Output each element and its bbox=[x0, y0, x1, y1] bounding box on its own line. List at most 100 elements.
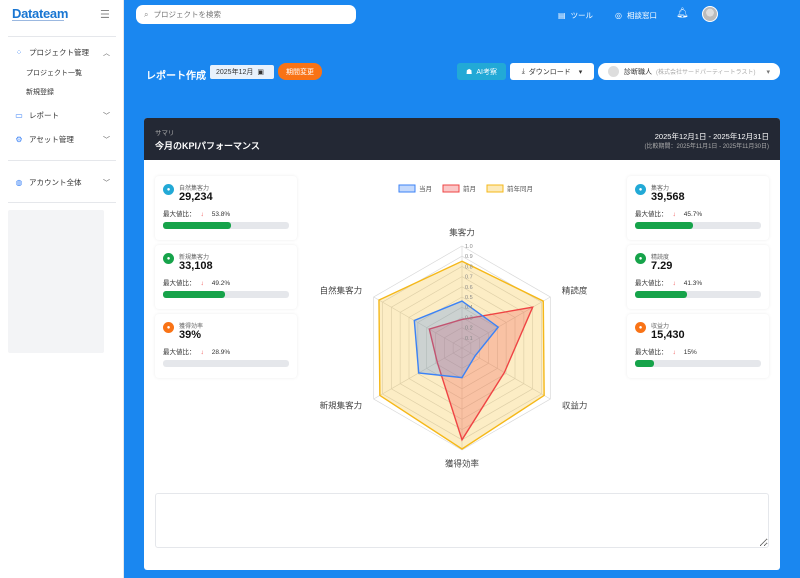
search-input[interactable] bbox=[153, 10, 334, 19]
compare-value: 15% bbox=[683, 349, 697, 356]
metric-value: 39% bbox=[179, 329, 202, 341]
compare-label: 最大値比： bbox=[635, 211, 668, 218]
radar-axis-label: 新規集客力 bbox=[320, 401, 363, 411]
metric-compare: 最大値比： ↓ 15% bbox=[635, 346, 697, 356]
robot-icon: ☗ bbox=[466, 68, 473, 76]
legend-label: 前年同月 bbox=[507, 184, 533, 193]
metric-compare: 最大値比： ↓ 49.2% bbox=[163, 277, 230, 287]
radar-tick-label: 1.0 bbox=[465, 244, 473, 250]
tools-menu[interactable]: ▤ ツール bbox=[558, 10, 593, 21]
radar-series-1 bbox=[428, 306, 534, 442]
radar-chart: 0.1 0.2 0.3 0.4 0.5 0.6 0.7 0.8 0.9 1.0 集客力 精読度 収益力獲… bbox=[314, 172, 610, 490]
sidebar-item-new-register[interactable]: 新規登録 bbox=[26, 89, 54, 96]
arrow-down-icon: ↓ bbox=[672, 211, 676, 218]
trophy-icon: ● bbox=[635, 322, 646, 333]
radar-series-2 bbox=[378, 260, 545, 450]
metric-card: ● 集客力 39,568 最大値比： ↓ 45.7% bbox=[627, 176, 769, 240]
sidebar-item-label: レポート bbox=[29, 111, 59, 120]
radar-axis-label: 集客力 bbox=[449, 228, 475, 238]
tools-label: ツール bbox=[570, 11, 594, 20]
avatar[interactable] bbox=[702, 6, 718, 22]
sidebar: Datateam ☰ ⁘ プロジェクト管理 ︿ プロジェクト一覧 新規登録 ▭ … bbox=[0, 0, 124, 578]
calendar-icon[interactable]: ▣ bbox=[257, 69, 264, 76]
sidebar-divider bbox=[8, 160, 116, 161]
radar-chart-svg: 0.1 0.2 0.3 0.4 0.5 0.6 0.7 0.8 0.9 1.0 集客力精読度収益力獲… bbox=[320, 184, 588, 468]
search-bar[interactable]: ⌕ bbox=[136, 5, 356, 24]
ai-insight-label: AI考察 bbox=[476, 68, 497, 76]
kpi-card: サマリ 今月のKPIパフォーマンス 2025年12月1日 - 2025年12月3… bbox=[144, 118, 780, 570]
diag-name: 診断職人 bbox=[624, 68, 652, 76]
sidebar-item-project-list[interactable]: プロジェクト一覧 bbox=[26, 70, 82, 77]
ai-insight-button[interactable]: ☗ AI考察 bbox=[457, 63, 506, 80]
radar-tick-label: 0.2 bbox=[465, 326, 473, 332]
compare-label: 最大値比： bbox=[163, 349, 196, 356]
memo-textarea[interactable] bbox=[155, 493, 769, 548]
hamburger-icon[interactable]: ☰ bbox=[100, 9, 110, 21]
consult-menu[interactable]: ◎ 相談窓口 bbox=[615, 10, 657, 21]
app-logo[interactable]: Datateam bbox=[12, 6, 69, 21]
sidebar-item-label: アセット管理 bbox=[29, 135, 74, 144]
page-title: レポート作成 bbox=[146, 71, 206, 82]
document-icon: ● bbox=[635, 253, 646, 264]
metric-label: 収益力 bbox=[651, 324, 670, 330]
month-value: 2025年12月 bbox=[216, 69, 254, 76]
arrow-down-icon: ↓ bbox=[200, 349, 204, 356]
sidebar-item-report[interactable]: ▭ レポート ﹀ bbox=[14, 110, 110, 121]
legend-label: 前月 bbox=[463, 184, 476, 193]
metric-label: 自然集客力 bbox=[179, 186, 210, 192]
metric-label: 精読度 bbox=[651, 255, 670, 261]
radar-tick-label: 0.4 bbox=[465, 305, 473, 311]
radar-spoke bbox=[461, 347, 551, 400]
progress-bar bbox=[163, 291, 289, 298]
metric-value: 33,108 bbox=[179, 260, 213, 272]
sidebar-item-account-all[interactable]: ◍ アカウント全体 ﹀ bbox=[14, 177, 111, 188]
toolbox-icon: ▤ bbox=[558, 11, 566, 20]
metric-value: 39,568 bbox=[651, 191, 685, 203]
radar-series-0 bbox=[413, 300, 500, 379]
arrow-down-icon: ↓ bbox=[672, 349, 676, 356]
compare-label: 最大値比： bbox=[163, 280, 196, 287]
arrow-down-icon: ↓ bbox=[200, 280, 204, 287]
search-icon: ⌕ bbox=[144, 9, 149, 19]
progress-fill bbox=[163, 291, 225, 298]
month-input[interactable]: 2025年12月 ▣ bbox=[210, 65, 274, 79]
radar-spoke bbox=[373, 296, 463, 349]
metric-compare: 最大値比： ↓ 28.9% bbox=[163, 346, 230, 356]
period-change-button[interactable]: 期間変更 bbox=[278, 63, 322, 80]
diag-company: (株式会社サードパーティートラスト) bbox=[656, 70, 756, 76]
compare-period: (比較期間：2025年11月1日 - 2025年11月30日) bbox=[644, 144, 770, 150]
percent-icon: ● bbox=[163, 322, 174, 333]
sidebar-item-label: プロジェクト管理 bbox=[29, 48, 89, 57]
progress-bar bbox=[163, 222, 289, 229]
download-button[interactable]: ⤓ ダウンロード ▾ bbox=[510, 63, 594, 80]
sidebar-item-project-mgmt[interactable]: ⁘ プロジェクト管理 ︿ bbox=[14, 47, 110, 58]
progress-fill bbox=[635, 360, 654, 367]
progress-fill bbox=[635, 222, 693, 229]
compare-label: 最大値比： bbox=[635, 280, 668, 287]
sidebar-item-asset-mgmt[interactable]: ⚙ アセット管理 ﹀ bbox=[14, 134, 110, 145]
metric-value: 15,430 bbox=[651, 329, 685, 341]
radar-tick-label: 0.8 bbox=[465, 264, 473, 270]
sidebar-panel bbox=[8, 210, 104, 353]
consult-label: 相談窓口 bbox=[626, 11, 657, 20]
bell-icon[interactable]: 🔔︎ bbox=[676, 8, 689, 19]
sidebar-divider bbox=[8, 36, 116, 37]
metric-compare: 最大値比： ↓ 53.8% bbox=[163, 208, 230, 218]
radar-tick-label: 0.3 bbox=[465, 315, 473, 321]
legend-swatch bbox=[442, 184, 460, 193]
compare-value: 41.3% bbox=[683, 280, 703, 287]
lifebuoy-icon: ◎ bbox=[615, 11, 622, 20]
radar-axis-label: 精読度 bbox=[562, 285, 588, 295]
diagnostician-select[interactable]: 診断職人 (株式会社サードパーティートラスト) ▾ bbox=[598, 63, 780, 80]
logo-underline bbox=[12, 20, 64, 23]
radar-axis-label: 収益力 bbox=[562, 401, 588, 411]
user-icon: ● bbox=[635, 184, 646, 195]
metric-card: ● 獲得効率 39% 最大値比： ↓ 28.9% bbox=[155, 314, 297, 378]
radar-spoke bbox=[461, 296, 551, 349]
metric-label: 獲得効率 bbox=[179, 324, 204, 330]
globe-icon: ● bbox=[163, 184, 174, 195]
chevron-down-icon: ﹀ bbox=[103, 136, 110, 144]
date-range: 2025年12月1日 - 2025年12月31日 bbox=[654, 132, 769, 141]
radar-tick-label: 0.9 bbox=[465, 254, 473, 260]
download-label: ダウンロード bbox=[528, 68, 571, 76]
